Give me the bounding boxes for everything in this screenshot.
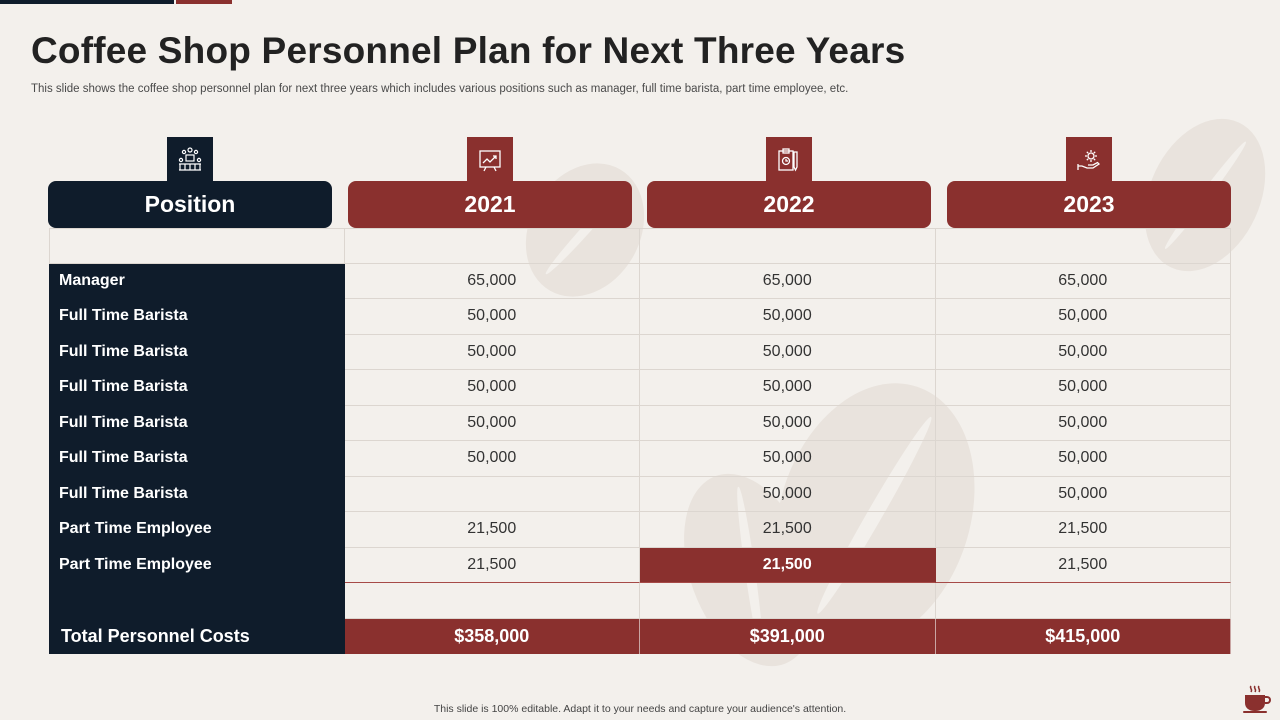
value-cell-2021: 21,500: [344, 512, 640, 548]
header-year-2023: 2023: [947, 181, 1231, 228]
value-cell-2022: 65,000: [640, 263, 936, 299]
value-cell-2022: 50,000: [640, 476, 936, 512]
value-cell-2021: 50,000: [344, 334, 640, 370]
value-cell-2022: 21,500: [640, 512, 936, 548]
total-row: Total Personnel Costs $358,000 $391,000 …: [49, 618, 1231, 654]
value-cell-2023: 65,000: [935, 263, 1231, 299]
table-row: Full Time Barista 50,000 50,000 50,000: [49, 370, 1231, 406]
table-row: Part Time Employee 21,500 21,500 21,500: [49, 512, 1231, 548]
position-cell: Full Time Barista: [49, 299, 345, 335]
table-row: Full Time Barista 50,000 50,000 50,000: [49, 299, 1231, 335]
position-cell: Part Time Employee: [49, 512, 345, 548]
position-cell: Full Time Barista: [49, 334, 345, 370]
header-position: Position: [48, 181, 332, 228]
position-cell: Full Time Barista: [49, 405, 345, 441]
gear-hand-icon: [1064, 135, 1114, 185]
page-subtitle: This slide shows the coffee shop personn…: [31, 83, 849, 95]
value-cell-2021: 50,000: [344, 299, 640, 335]
total-2022: $391,000: [640, 618, 936, 654]
table-cell: [49, 583, 345, 619]
total-label: Total Personnel Costs: [49, 618, 345, 654]
value-cell-2022: 50,000: [640, 441, 936, 477]
table-cell: [935, 228, 1231, 264]
table-row-spacer: [49, 228, 1231, 264]
value-cell-2022: 50,000: [640, 370, 936, 406]
table-cell: [935, 583, 1231, 619]
coffee-cup-icon: [1240, 683, 1272, 720]
position-cell: Full Time Barista: [49, 370, 345, 406]
position-cell: Manager: [49, 263, 345, 299]
team-icon: [165, 135, 215, 185]
value-cell-2021: 21,500: [344, 547, 640, 583]
table-row: Full Time Barista 50,000 50,000 50,000: [49, 334, 1231, 370]
table-cell: [344, 228, 640, 264]
personnel-table: Manager 65,000 65,000 65,000 Full Time B…: [49, 228, 1231, 654]
value-cell-2023: 50,000: [935, 370, 1231, 406]
value-cell-2023: 50,000: [935, 334, 1231, 370]
clipboard-pen-icon: [764, 135, 814, 185]
table-cell: [640, 228, 936, 264]
value-cell-2023: 50,000: [935, 441, 1231, 477]
table-row: Full Time Barista 50,000 50,000: [49, 476, 1231, 512]
value-cell-2022: 50,000: [640, 299, 936, 335]
footer-note: This slide is 100% editable. Adapt it to…: [433, 703, 847, 715]
value-cell-2021: 65,000: [344, 263, 640, 299]
highlighted-value-cell-2022: 21,500: [640, 547, 936, 583]
table-row: Full Time Barista 50,000 50,000 50,000: [49, 441, 1231, 477]
value-cell-2021: [344, 476, 640, 512]
top-accent-red: [176, 0, 232, 4]
top-accent-navy: [0, 0, 174, 4]
total-2021: $358,000: [344, 618, 640, 654]
chart-board-icon: [465, 135, 515, 185]
value-cell-2021: 50,000: [344, 405, 640, 441]
value-cell-2021: 50,000: [344, 441, 640, 477]
value-cell-2023: 21,500: [935, 512, 1231, 548]
value-cell-2023: 50,000: [935, 299, 1231, 335]
position-cell: Full Time Barista: [49, 441, 345, 477]
table-cell: [640, 583, 936, 619]
value-cell-2021: 50,000: [344, 370, 640, 406]
page-title: Coffee Shop Personnel Plan for Next Thre…: [31, 30, 906, 71]
value-cell-2023: 50,000: [935, 405, 1231, 441]
total-2023: $415,000: [935, 618, 1231, 654]
value-cell-2023: 50,000: [935, 476, 1231, 512]
header-year-2022: 2022: [647, 181, 931, 228]
value-cell-2023: 21,500: [935, 547, 1231, 583]
table-row-spacer: [49, 583, 1231, 619]
table-row: Part Time Employee 21,500 21,500 21,500: [49, 547, 1231, 583]
position-cell: Full Time Barista: [49, 476, 345, 512]
table-cell: [49, 228, 345, 264]
value-cell-2022: 50,000: [640, 334, 936, 370]
table-row: Full Time Barista 50,000 50,000 50,000: [49, 405, 1231, 441]
header-year-2021: 2021: [348, 181, 632, 228]
table-row: Manager 65,000 65,000 65,000: [49, 263, 1231, 299]
value-cell-2022: 50,000: [640, 405, 936, 441]
table-cell: [344, 583, 640, 619]
position-cell: Part Time Employee: [49, 547, 345, 583]
